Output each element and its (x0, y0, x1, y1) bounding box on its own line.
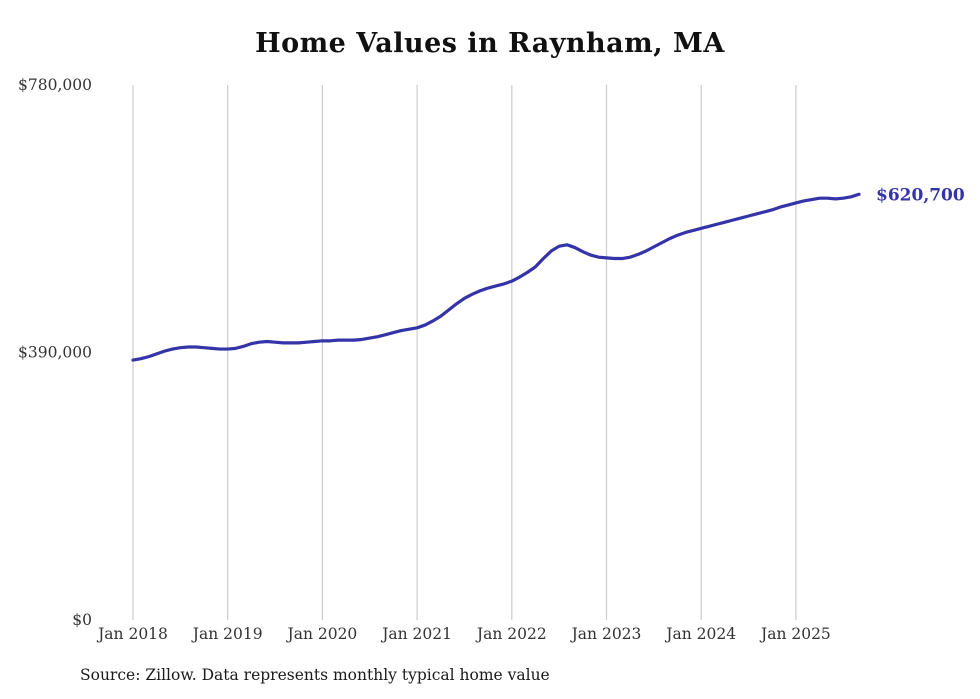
end-value-label: $620,700 (876, 185, 965, 205)
x-axis-label: Jan 2021 (380, 625, 452, 643)
x-axis-label: Jan 2018 (96, 625, 168, 643)
x-axis-label: Jan 2022 (475, 625, 547, 643)
y-axis-label: $390,000 (18, 344, 92, 362)
x-axis-label: Jan 2025 (759, 625, 831, 643)
x-axis-label: Jan 2024 (664, 625, 736, 643)
chart-title: Home Values in Raynham, MA (255, 28, 725, 59)
x-axis-label: Jan 2020 (285, 625, 357, 643)
y-axis-label: $780,000 (18, 76, 92, 94)
y-axis-label: $0 (72, 611, 92, 629)
home-value-series-line (131, 192, 861, 362)
x-axis-label: Jan 2019 (191, 625, 263, 643)
source-note: Source: Zillow. Data represents monthly … (80, 666, 550, 684)
x-axis-label: Jan 2023 (570, 625, 642, 643)
